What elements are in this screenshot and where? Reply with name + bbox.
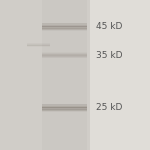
Bar — [42, 24, 87, 25]
Text: 35 kD: 35 kD — [96, 51, 123, 60]
Bar — [42, 24, 87, 25]
Bar — [27, 43, 50, 44]
Bar — [42, 57, 87, 58]
Bar — [42, 107, 87, 108]
Text: 45 kD: 45 kD — [96, 22, 122, 32]
Bar — [42, 110, 87, 111]
Bar — [42, 28, 87, 29]
Bar — [42, 29, 87, 30]
Bar — [42, 0, 87, 150]
Bar — [42, 55, 87, 56]
Bar — [27, 46, 50, 47]
Bar — [27, 46, 50, 47]
Bar — [42, 110, 87, 111]
Bar — [42, 52, 87, 53]
Bar — [27, 44, 50, 45]
Bar — [42, 104, 87, 105]
Bar — [42, 108, 87, 109]
Bar — [42, 109, 87, 110]
Text: 25 kD: 25 kD — [96, 103, 122, 112]
Bar — [42, 107, 87, 108]
Bar — [42, 30, 87, 31]
Bar — [42, 23, 87, 24]
Bar — [42, 52, 87, 53]
Bar — [27, 45, 50, 46]
Bar — [0, 0, 90, 150]
Bar — [27, 45, 50, 46]
Bar — [42, 111, 87, 112]
Bar — [42, 105, 87, 106]
Bar — [42, 25, 87, 26]
Bar — [42, 23, 87, 24]
Bar — [42, 109, 87, 110]
Bar — [42, 104, 87, 105]
Bar — [42, 29, 87, 30]
Bar — [42, 106, 87, 107]
Bar — [42, 54, 87, 55]
Bar — [42, 57, 87, 58]
Bar — [42, 53, 87, 54]
Bar — [42, 26, 87, 27]
Bar — [42, 56, 87, 57]
Bar — [42, 25, 87, 26]
Bar — [42, 54, 87, 55]
Bar — [42, 27, 87, 28]
Bar — [42, 26, 87, 27]
